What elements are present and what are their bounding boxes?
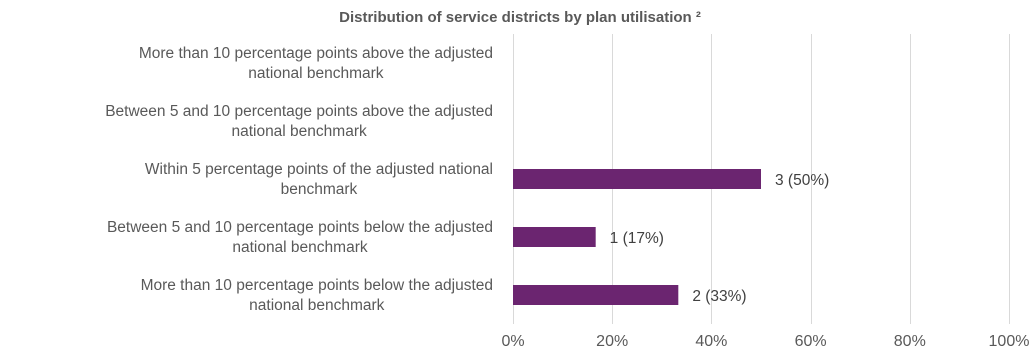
bar <box>513 227 596 247</box>
x-tick-label: 40% <box>695 333 727 349</box>
bar <box>513 285 679 305</box>
data-label: 3 (50%) <box>775 172 829 189</box>
category-label: national benchmark <box>232 239 368 256</box>
category-label: Within 5 percentage points of the adjust… <box>145 161 493 178</box>
category-label: benchmark <box>281 181 358 198</box>
bars <box>513 169 761 305</box>
category-label: national benchmark <box>248 65 384 82</box>
category-labels: More than 10 percentage points above the… <box>105 45 493 314</box>
x-tick-label: 80% <box>894 333 926 349</box>
data-labels: 3 (50%) 1 (17%) 2 (33%) <box>610 172 830 305</box>
x-tick-label: 60% <box>795 333 827 349</box>
x-tick-label: 0% <box>501 333 524 349</box>
data-label: 2 (33%) <box>692 288 746 305</box>
bar <box>513 169 761 189</box>
chart-title: Distribution of service districts by pla… <box>339 9 701 26</box>
x-axis-ticks: 0% 20% 40% 60% 80% 100% <box>501 333 1029 349</box>
category-label: national benchmark <box>249 297 385 314</box>
data-label: 1 (17%) <box>610 230 664 247</box>
x-tick-label: 100% <box>989 333 1030 349</box>
category-label: More than 10 percentage points above the… <box>139 45 493 62</box>
category-label: national benchmark <box>231 123 367 140</box>
x-tick-label: 20% <box>596 333 628 349</box>
category-label: Between 5 and 10 percentage points above… <box>105 103 493 120</box>
category-label: Between 5 and 10 percentage points below… <box>107 219 493 236</box>
category-label: More than 10 percentage points below the… <box>141 277 493 294</box>
